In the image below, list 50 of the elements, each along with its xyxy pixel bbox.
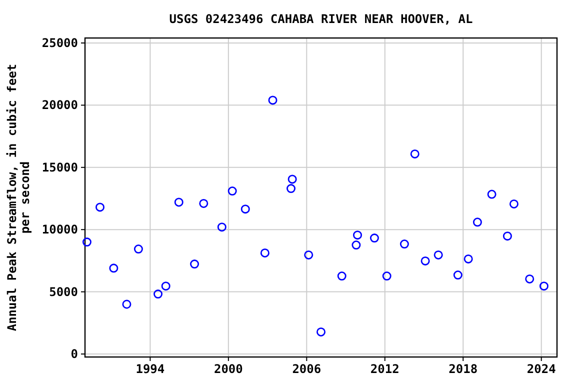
point	[199, 198, 208, 208]
point	[316, 327, 326, 336]
point	[82, 238, 92, 247]
point	[352, 240, 361, 250]
x-tick-label: 2012	[370, 362, 400, 376]
y-axis-title: Annual Peak Streamflow, in cubic feet per second	[5, 64, 32, 332]
point	[122, 300, 132, 309]
point	[134, 244, 143, 254]
point	[434, 250, 443, 260]
x-tick-label: 2018	[448, 362, 478, 376]
point	[174, 198, 184, 207]
point	[154, 290, 163, 299]
x-tick-label: 2000	[214, 362, 243, 376]
point	[539, 282, 548, 291]
y-tick-label: 5000	[49, 284, 78, 299]
point	[410, 149, 420, 158]
point	[260, 248, 270, 258]
point	[161, 282, 170, 291]
point	[217, 222, 226, 232]
point	[370, 234, 379, 243]
point	[304, 250, 314, 260]
point	[502, 232, 512, 241]
point	[337, 272, 346, 281]
point	[509, 199, 518, 208]
point	[353, 230, 362, 240]
y-tick-label: 25000	[42, 36, 78, 50]
point	[420, 256, 430, 266]
y-tick-label: 0	[70, 347, 78, 362]
x-tick-label: 2024	[526, 362, 556, 376]
y-tick-label: 20000	[42, 98, 78, 112]
point	[95, 202, 104, 212]
chart-title: USGS 02423496 CAHABA RIVER NEAR HOOVER, AL	[169, 12, 473, 26]
point	[268, 96, 278, 105]
x-tick-label: 1994	[136, 362, 165, 376]
point	[240, 204, 250, 214]
y-tick-label: 10000	[42, 222, 78, 237]
point	[382, 272, 392, 281]
point	[487, 190, 496, 199]
point	[228, 186, 237, 196]
point	[464, 254, 473, 264]
point	[109, 264, 118, 273]
point	[525, 274, 534, 284]
point	[472, 218, 482, 227]
y-tick-label: 15000	[42, 160, 78, 174]
point	[286, 184, 296, 194]
point	[190, 260, 200, 269]
point	[453, 270, 462, 280]
point	[400, 240, 409, 249]
x-tick-label: 2006	[292, 362, 322, 376]
point	[288, 174, 297, 184]
